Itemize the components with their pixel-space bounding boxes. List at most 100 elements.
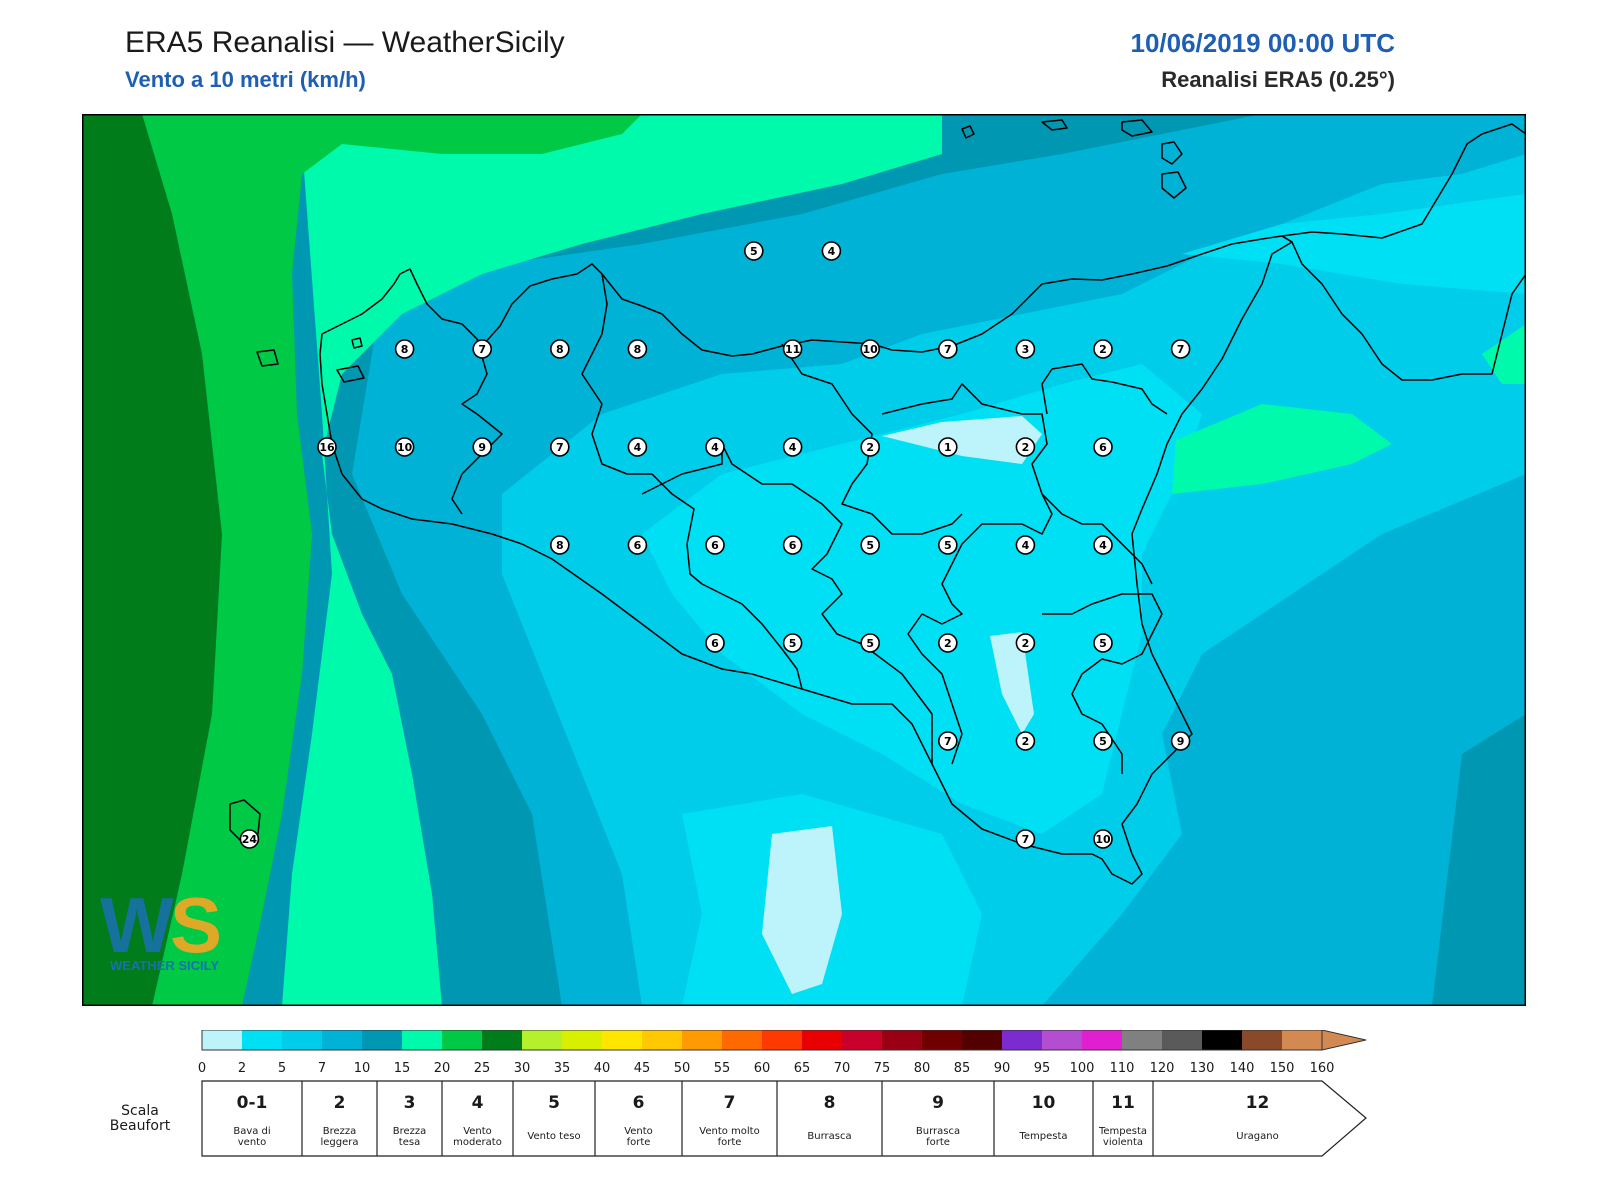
province-border	[641, 443, 933, 764]
colorbar-tick-label: 20	[434, 1061, 451, 1076]
beaufort-class-description: Burrasca	[916, 1126, 960, 1137]
station-value: 8	[556, 539, 564, 552]
colorbar-swatch	[282, 1030, 323, 1050]
beaufort-class-description: forte	[926, 1137, 950, 1148]
colorbar-swatch	[642, 1030, 683, 1050]
colorbar-outline	[201, 1029, 1323, 1051]
colorbar-swatch	[202, 1030, 243, 1050]
station-marker: 8	[549, 535, 570, 555]
colorbar-swatch	[482, 1030, 523, 1050]
station-value: 9	[478, 441, 486, 454]
station-value: 24	[242, 833, 258, 846]
station-value: 2	[1022, 735, 1030, 748]
beaufort-class-description: Brezza	[323, 1126, 357, 1137]
wind-band-0-2	[990, 632, 1034, 734]
colorbar-tick-label: 15	[394, 1061, 411, 1076]
station-marker: 5	[782, 633, 803, 653]
station-marker: 16	[317, 437, 337, 457]
svg-text:S: S	[170, 881, 222, 969]
colorbar-tick-label: 0	[198, 1061, 206, 1076]
beaufort-class-description: Vento molto	[699, 1126, 759, 1137]
station-marker: 7	[472, 339, 493, 359]
province-border	[451, 338, 503, 515]
station-marker: 4	[705, 437, 725, 457]
beaufort-class-description: violenta	[1103, 1137, 1143, 1148]
beaufort-label: Beaufort	[110, 1118, 171, 1134]
beaufort-class-description: Vento	[624, 1126, 653, 1137]
station-value: 4	[1099, 539, 1107, 552]
wind-map[interactable]: 5 4 8 7 8 8 11 10 7 3 2 7 16 10 9 7 4 4 4 2 1 2 6 8 6 6 6 5 5 4 4 6 5 5 2 2…	[82, 114, 1527, 1011]
station-value: 7	[556, 441, 564, 454]
station-value: 16	[319, 441, 335, 454]
map-border	[82, 114, 1526, 1006]
colorbar-tick-label: 150	[1270, 1061, 1295, 1076]
station-value: 5	[944, 539, 952, 552]
colorbar-swatch	[842, 1030, 883, 1050]
station-marker: 6	[627, 535, 648, 555]
beaufort-class-number: 12	[1246, 1093, 1270, 1113]
island-coastline	[1161, 171, 1187, 199]
island-coastline	[1121, 119, 1153, 137]
station-marker: 8	[549, 339, 570, 359]
beaufort-class-number: 0-1	[237, 1093, 268, 1113]
station-value: 8	[634, 343, 642, 356]
island-coastline	[336, 365, 365, 383]
beaufort-class-number: 8	[824, 1093, 836, 1113]
map-title: ERA5 Reanalisi — WeatherSicily	[125, 26, 565, 59]
colorbar-tick-label: 35	[554, 1061, 571, 1076]
station-value: 10	[1095, 833, 1111, 846]
colorbar-swatch	[322, 1030, 363, 1050]
colorbar-swatch	[682, 1030, 723, 1050]
station-value: 6	[789, 539, 797, 552]
island-coastline	[1041, 119, 1068, 131]
station-value: 7	[944, 343, 952, 356]
station-marker: 24	[239, 829, 260, 849]
beaufort-class-description: vento	[238, 1137, 266, 1148]
beaufort-class-description: Tempesta	[1018, 1131, 1067, 1142]
station-marker: 2	[1015, 633, 1036, 653]
colorbar-swatch	[562, 1030, 603, 1050]
station-value: 4	[789, 441, 797, 454]
station-marker: 7	[937, 339, 958, 359]
colorbar-tick-label: 2	[238, 1061, 246, 1076]
station-value: 6	[711, 539, 719, 552]
station-value: 9	[1177, 735, 1185, 748]
station-value: 7	[1177, 343, 1185, 356]
wind-band-20-25	[142, 114, 642, 1006]
island-coastline	[229, 799, 261, 843]
colorbar-tick-label: 60	[754, 1061, 771, 1076]
weathersicily-logo: W S WEATHER SICILY	[100, 881, 222, 973]
station-marker: 10	[860, 339, 881, 359]
province-border	[781, 343, 963, 535]
station-marker: 4	[1093, 535, 1113, 555]
colorbar-tick-label: 55	[714, 1061, 731, 1076]
wind-band-15-20	[282, 114, 942, 1006]
colorbar-tick-label: 7	[318, 1061, 326, 1076]
station-value: 5	[866, 637, 874, 650]
station-marker: 5	[860, 535, 881, 555]
station-marker: 2	[1015, 437, 1036, 457]
station-value: 2	[1022, 637, 1030, 650]
station-value: 4	[634, 441, 642, 454]
station-marker: 1	[937, 437, 958, 457]
colorbar-swatch	[1162, 1030, 1203, 1050]
map-subtitle: Vento a 10 metri (km/h)	[125, 67, 366, 92]
wind-band-15-20	[1172, 404, 1392, 494]
wind-band-0-2	[762, 826, 842, 994]
beaufort-class-number: 3	[404, 1093, 416, 1113]
colorbar-swatch	[1202, 1030, 1243, 1050]
station-marker: 7	[937, 731, 958, 751]
station-value: 4	[711, 441, 719, 454]
beaufort-scale-legend: Scala Beaufort 0-1 Bava di vento 2 Brezza legge…	[0, 1080, 1600, 1195]
colorbar-tick-label: 110	[1110, 1061, 1135, 1076]
colorbar-swatch	[962, 1030, 1003, 1050]
beaufort-label: Scala	[121, 1103, 159, 1119]
island-coastline	[256, 349, 279, 367]
colorbar-swatch	[1242, 1030, 1283, 1050]
province-border	[1041, 493, 1153, 585]
wind-band-25-30	[82, 114, 222, 1006]
colorbar-swatch	[1042, 1030, 1083, 1050]
station-marker: 6	[1093, 437, 1113, 457]
station-marker: 11	[782, 339, 803, 359]
station-marker: 5	[743, 241, 764, 261]
